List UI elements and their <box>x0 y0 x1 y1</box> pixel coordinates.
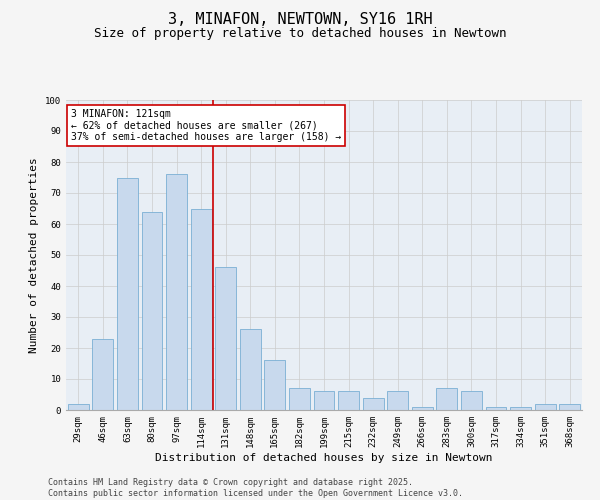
Bar <box>215 268 236 410</box>
Bar <box>362 398 383 410</box>
Y-axis label: Number of detached properties: Number of detached properties <box>29 157 40 353</box>
Bar <box>412 407 433 410</box>
Bar <box>142 212 163 410</box>
Bar <box>166 174 187 410</box>
Bar <box>338 392 359 410</box>
Bar <box>461 392 482 410</box>
Bar <box>485 407 506 410</box>
Bar <box>436 388 457 410</box>
Text: Size of property relative to detached houses in Newtown: Size of property relative to detached ho… <box>94 28 506 40</box>
X-axis label: Distribution of detached houses by size in Newtown: Distribution of detached houses by size … <box>155 452 493 462</box>
Bar <box>289 388 310 410</box>
Bar <box>314 392 334 410</box>
Bar <box>92 338 113 410</box>
Text: 3, MINAFON, NEWTOWN, SY16 1RH: 3, MINAFON, NEWTOWN, SY16 1RH <box>167 12 433 28</box>
Bar <box>240 330 261 410</box>
Text: Contains HM Land Registry data © Crown copyright and database right 2025.
Contai: Contains HM Land Registry data © Crown c… <box>48 478 463 498</box>
Bar <box>559 404 580 410</box>
Bar <box>265 360 286 410</box>
Bar <box>68 404 89 410</box>
Bar <box>387 392 408 410</box>
Text: 3 MINAFON: 121sqm
← 62% of detached houses are smaller (267)
37% of semi-detache: 3 MINAFON: 121sqm ← 62% of detached hous… <box>71 110 341 142</box>
Bar <box>191 208 212 410</box>
Bar <box>117 178 138 410</box>
Bar <box>535 404 556 410</box>
Bar <box>510 407 531 410</box>
